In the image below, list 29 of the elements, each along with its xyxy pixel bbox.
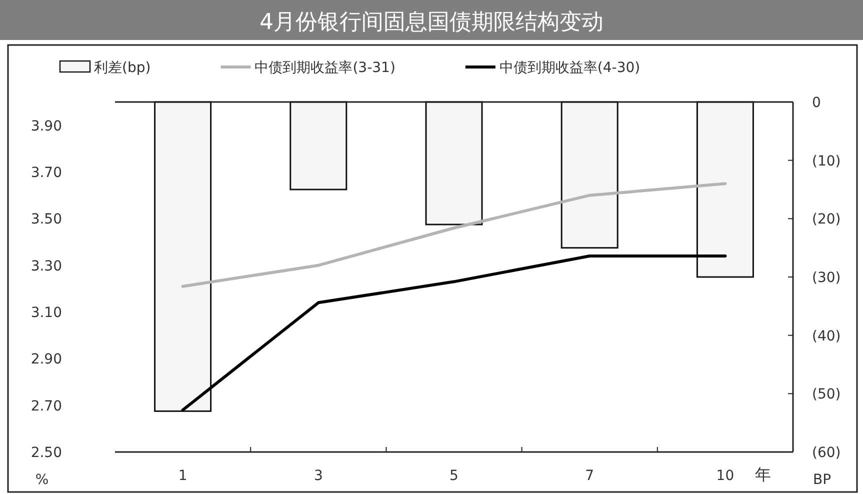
line-series [181, 182, 727, 288]
y2-tick-label: (10) [812, 153, 841, 170]
y-tick-label: 2.50 [30, 445, 62, 461]
y2-tick-label: (20) [812, 212, 841, 228]
y-tick-label: 3.50 [30, 212, 62, 228]
y-tick-label: 3.10 [30, 305, 62, 321]
x-axis-title: 年 [755, 465, 771, 484]
x-tick-label: 1 [178, 468, 188, 484]
y-tick-label: 2.90 [30, 352, 62, 368]
y-tick-label: 3.90 [30, 118, 62, 134]
y2-tick-label: 0 [812, 95, 821, 111]
x-tick-label: 10 [716, 468, 734, 484]
y2-tick-label: (50) [812, 386, 841, 403]
y2-tick-label: (30) [812, 270, 841, 286]
legend-label: 中债到期收益率(4-30) [499, 60, 640, 76]
y-axis-title: % [35, 472, 49, 488]
y2-tick-label: (40) [812, 328, 841, 344]
x-tick-label: 3 [314, 468, 323, 484]
line-series [181, 254, 727, 412]
x-tick-label: 7 [585, 468, 594, 484]
chart-title: 4月份银行间固息国债期限结构变动 [260, 10, 604, 35]
x-tick-label: 5 [450, 468, 458, 484]
y-tick-label: 3.70 [30, 165, 62, 181]
legend-label: 中债到期收益率(3-31) [254, 60, 396, 76]
y-tick-label: 3.30 [30, 258, 62, 274]
y-tick-label: 2.70 [30, 398, 62, 414]
y2-axis-title: BP [812, 472, 832, 488]
y2-tick-label: (60) [812, 445, 841, 461]
legend-label: 利差(bp) [94, 60, 151, 76]
